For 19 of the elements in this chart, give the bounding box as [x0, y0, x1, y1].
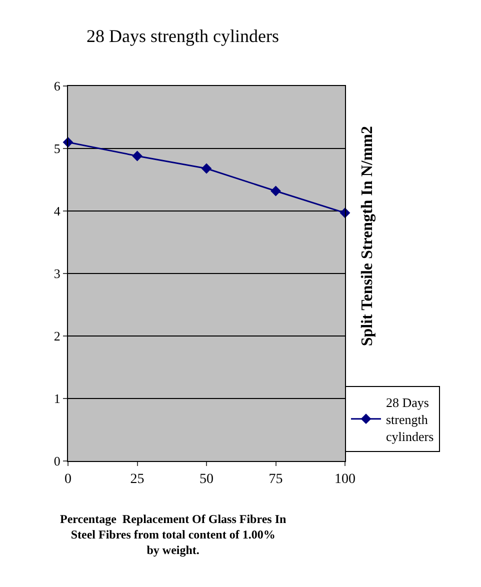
x-tick-label: 50	[200, 472, 214, 487]
chart-title: 28 Days strength cylinders	[86, 26, 280, 46]
x-axis-title: Percentage Replacement Of Glass Fibres In Steel Fibres from total content of 1.00% by weight.	[60, 512, 287, 558]
point	[270, 186, 281, 196]
y-tick-label: 0	[54, 454, 60, 469]
x-tick-label: 75	[268, 472, 283, 487]
x-tick-label: 100	[334, 472, 356, 487]
x-tick-label: 0	[64, 472, 72, 487]
y-tick-label: 1	[54, 391, 60, 406]
y-tick-label: 5	[54, 141, 60, 156]
point	[201, 163, 212, 174]
point	[132, 150, 142, 162]
legend-label: 28 Days strength cylinders	[386, 395, 434, 444]
y-tick-label: 2	[54, 328, 60, 344]
x-tick-label: 25	[130, 472, 144, 487]
y-tick-label: 3	[54, 266, 60, 282]
y-tick-label: 4	[54, 204, 61, 219]
y-axis-title: Split Tensile Strength In N/mm2	[359, 126, 376, 346]
y-tick-label: 6	[54, 78, 61, 94]
